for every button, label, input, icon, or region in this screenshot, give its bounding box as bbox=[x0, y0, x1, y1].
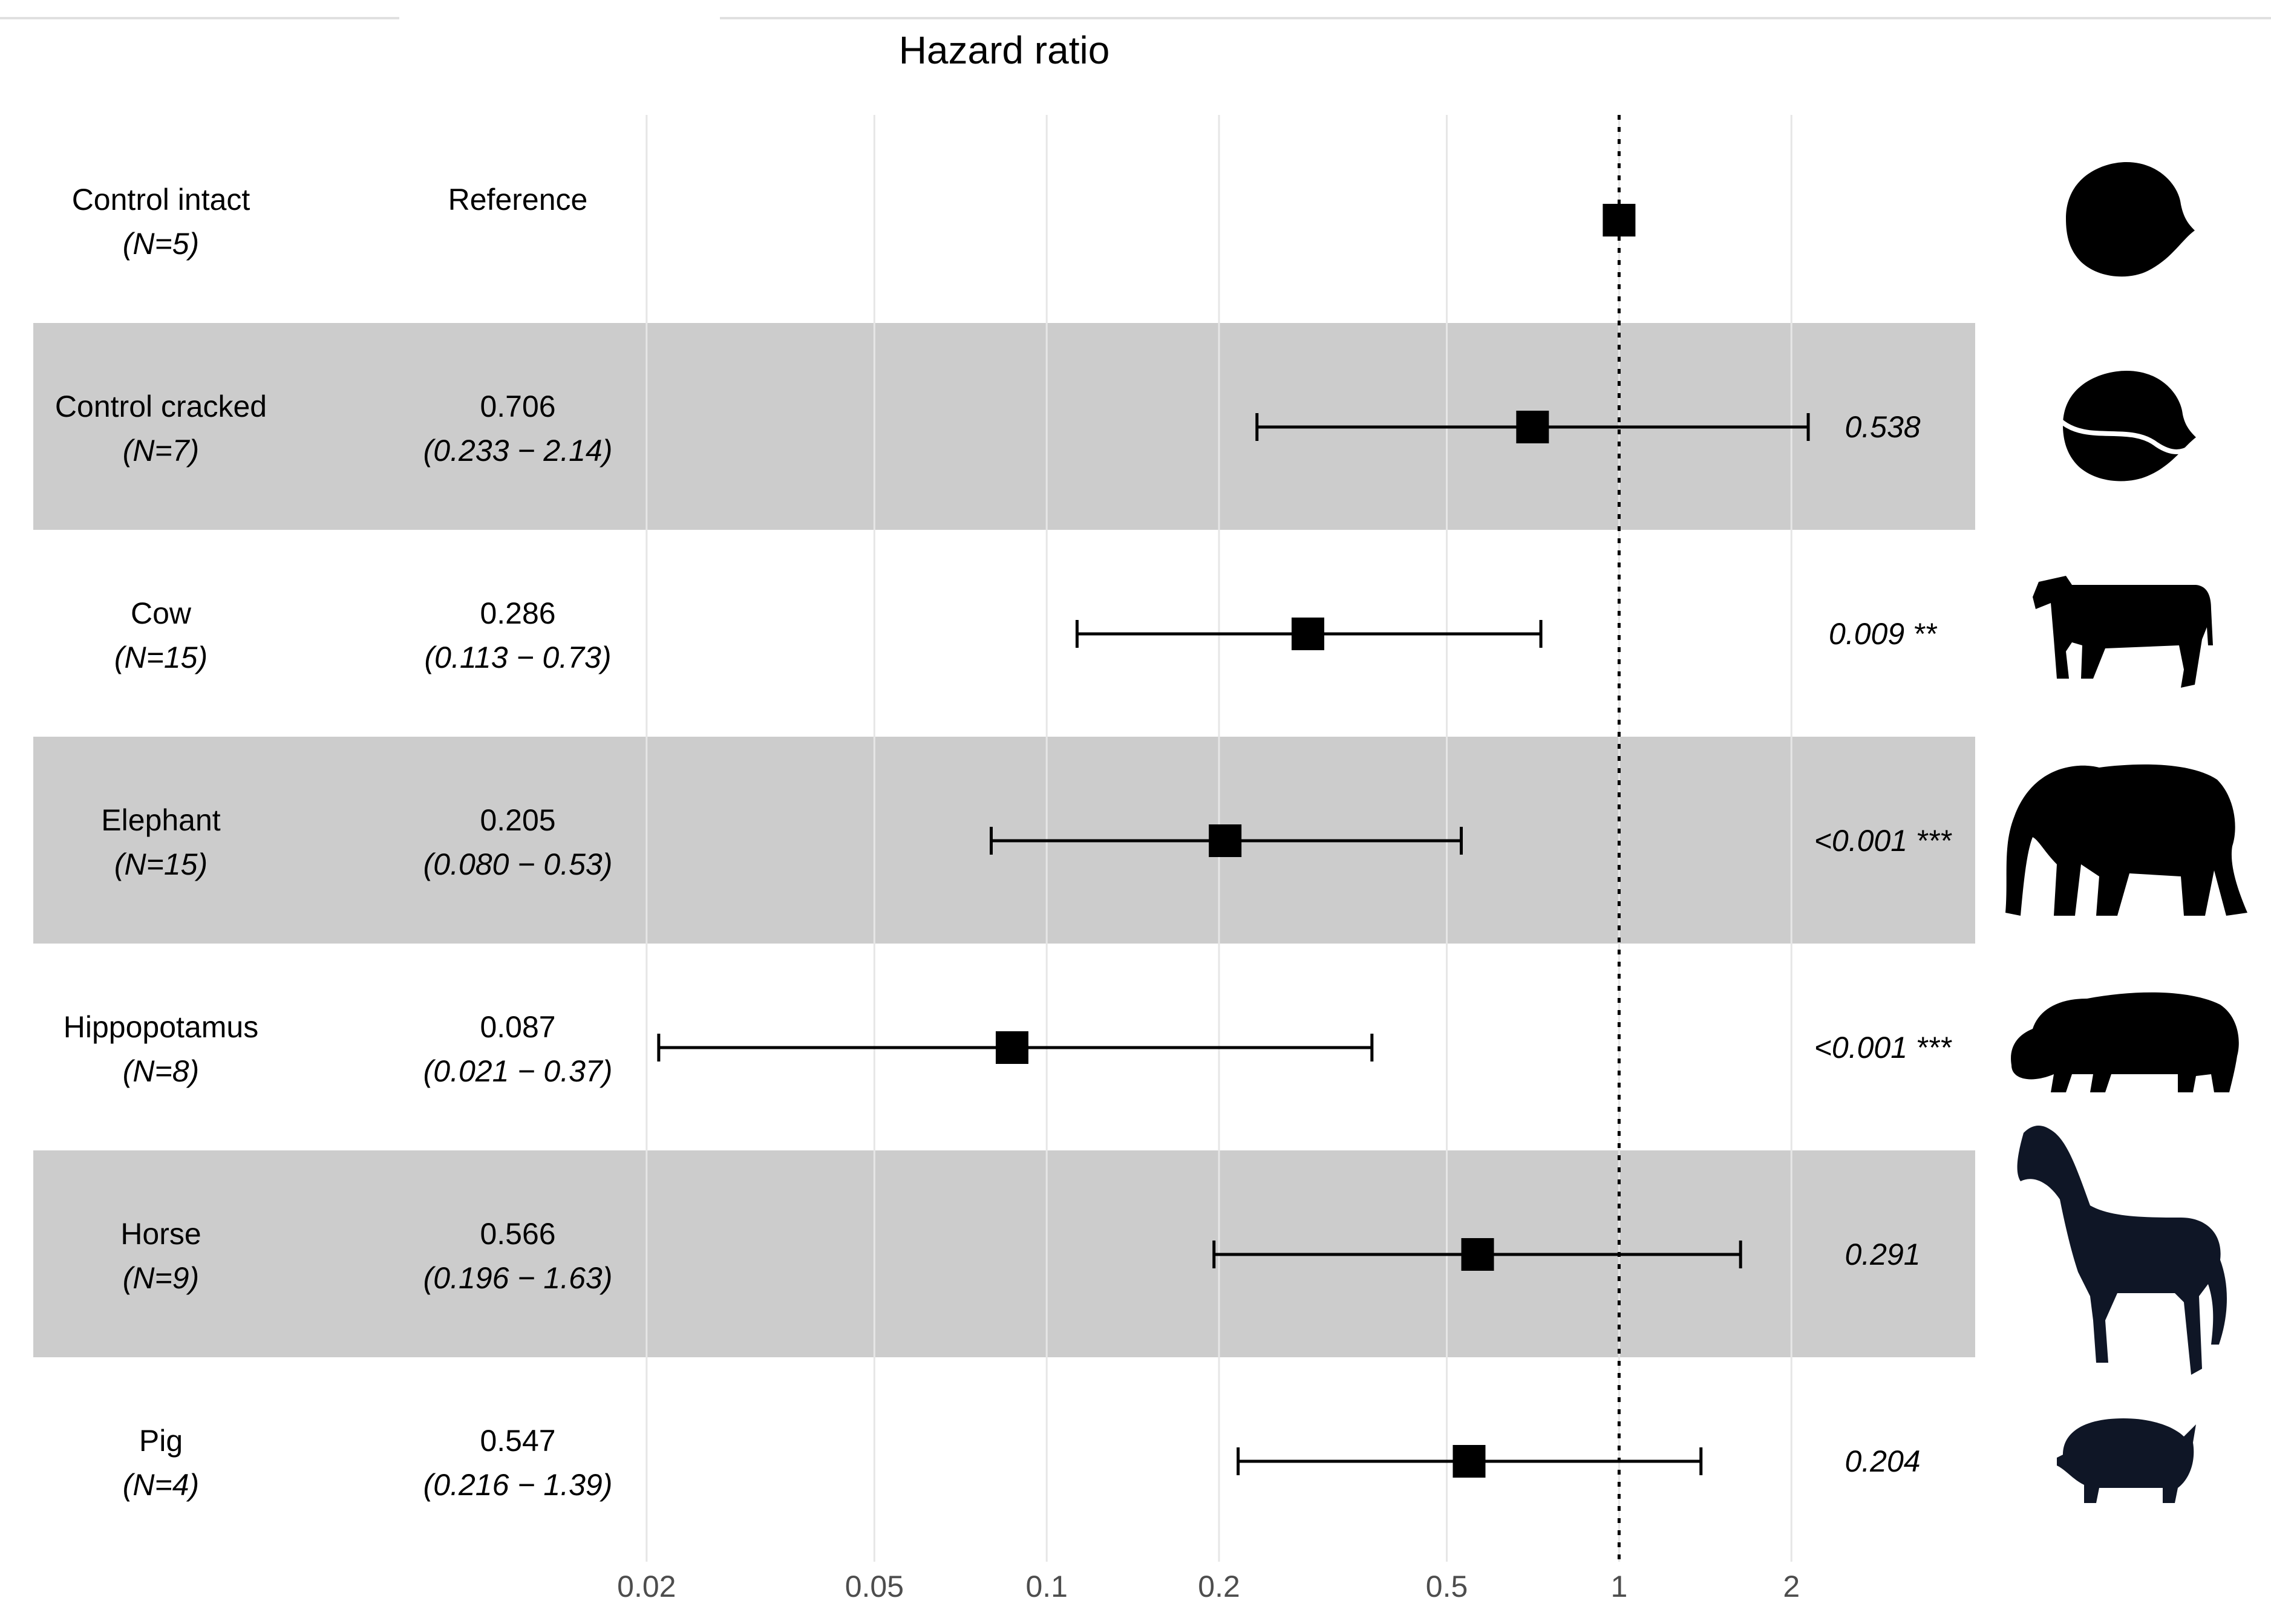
row-name: Horse bbox=[120, 1217, 201, 1251]
elephant-icon bbox=[2005, 764, 2247, 916]
x-tick-label: 0.5 bbox=[1426, 1570, 1468, 1603]
pig-icon bbox=[2057, 1418, 2196, 1503]
row-ci-label: (0.113 − 0.73) bbox=[424, 641, 611, 674]
x-tick-label: 0.2 bbox=[1198, 1570, 1240, 1603]
row-sample-size: (N=4) bbox=[123, 1468, 199, 1502]
row-estimate-label: 0.087 bbox=[480, 1010, 555, 1044]
cow-icon bbox=[2033, 576, 2213, 688]
row-p-value: <0.001 *** bbox=[1814, 824, 1952, 858]
cracked-seed-icon-crack bbox=[2057, 418, 2194, 454]
hippopotamus-icon-shape bbox=[2011, 992, 2239, 1092]
row-name: Elephant bbox=[101, 803, 220, 837]
row-ci-label: (0.080 − 0.53) bbox=[423, 847, 613, 881]
estimate-point bbox=[1292, 618, 1325, 650]
row-estimate-label: 0.286 bbox=[480, 596, 555, 630]
x-tick-label: 0.05 bbox=[845, 1570, 904, 1603]
row-estimate-label: 0.706 bbox=[480, 390, 555, 423]
x-tick-label: 0.02 bbox=[617, 1570, 676, 1603]
cracked-seed-icon-shape bbox=[2063, 371, 2196, 481]
row-ci-label: (0.233 − 2.14) bbox=[423, 434, 613, 468]
row-label-layer: Control intact (N=5) Reference Control crac… bbox=[55, 183, 1952, 1502]
row-ci-label: (0.196 − 1.63) bbox=[423, 1261, 613, 1295]
chart-title: Hazard ratio bbox=[899, 28, 1110, 72]
row-name: Cow bbox=[131, 596, 192, 630]
estimate-point bbox=[1452, 1445, 1486, 1478]
intact-seed-icon bbox=[2066, 162, 2195, 277]
row-p-value: 0.204 bbox=[1845, 1444, 1920, 1478]
cracked-seed-icon bbox=[2057, 371, 2196, 481]
elephant-icon-shape bbox=[2005, 764, 2247, 916]
row-name: Pig bbox=[139, 1424, 183, 1458]
row-name: Hippopotamus bbox=[64, 1010, 258, 1044]
pig-icon-shape bbox=[2057, 1418, 2196, 1503]
estimate-point bbox=[1516, 411, 1549, 443]
row-estimate-label: Reference bbox=[448, 183, 588, 217]
x-tick-label: 2 bbox=[1783, 1570, 1800, 1603]
intact-seed-icon-shape bbox=[2066, 162, 2195, 277]
x-axis-tick-labels: 0.02 0.05 0.1 0.2 0.5 1 2 bbox=[617, 1570, 1800, 1603]
row-p-value: 0.009 ** bbox=[1829, 617, 1937, 651]
row-sample-size: (N=7) bbox=[123, 434, 199, 468]
estimate-point bbox=[1603, 204, 1636, 236]
hippopotamus-icon bbox=[2011, 992, 2239, 1092]
row-sample-size: (N=9) bbox=[123, 1261, 199, 1295]
horse-icon bbox=[2017, 1126, 2227, 1375]
estimate-point bbox=[995, 1031, 1028, 1064]
estimate-point bbox=[1461, 1238, 1494, 1271]
x-tick-label: 1 bbox=[1610, 1570, 1627, 1603]
row-sample-size: (N=5) bbox=[123, 227, 199, 261]
estimate-layer bbox=[995, 204, 1636, 1478]
row-ci-label: (0.216 − 1.39) bbox=[423, 1468, 613, 1502]
row-estimate-label: 0.547 bbox=[480, 1424, 555, 1458]
row-p-value: 0.291 bbox=[1845, 1238, 1920, 1271]
row-sample-size: (N=15) bbox=[114, 847, 207, 881]
horse-icon-shape bbox=[2017, 1126, 2227, 1375]
row-name: Control intact bbox=[72, 183, 250, 217]
row-ci-label: (0.021 − 0.37) bbox=[423, 1054, 613, 1088]
row-p-value: 0.538 bbox=[1845, 410, 1920, 444]
row-sample-size: (N=8) bbox=[123, 1054, 199, 1088]
row-name: Control cracked bbox=[55, 390, 267, 423]
row-estimate-label: 0.205 bbox=[480, 803, 555, 837]
row-estimate-label: 0.566 bbox=[480, 1217, 555, 1251]
cow-icon-shape bbox=[2033, 576, 2213, 688]
x-tick-label: 0.1 bbox=[1025, 1570, 1068, 1603]
estimate-point bbox=[1209, 824, 1242, 857]
row-p-value: <0.001 *** bbox=[1814, 1031, 1952, 1065]
row-sample-size: (N=15) bbox=[114, 641, 207, 674]
silhouette-layer bbox=[2005, 162, 2247, 1503]
